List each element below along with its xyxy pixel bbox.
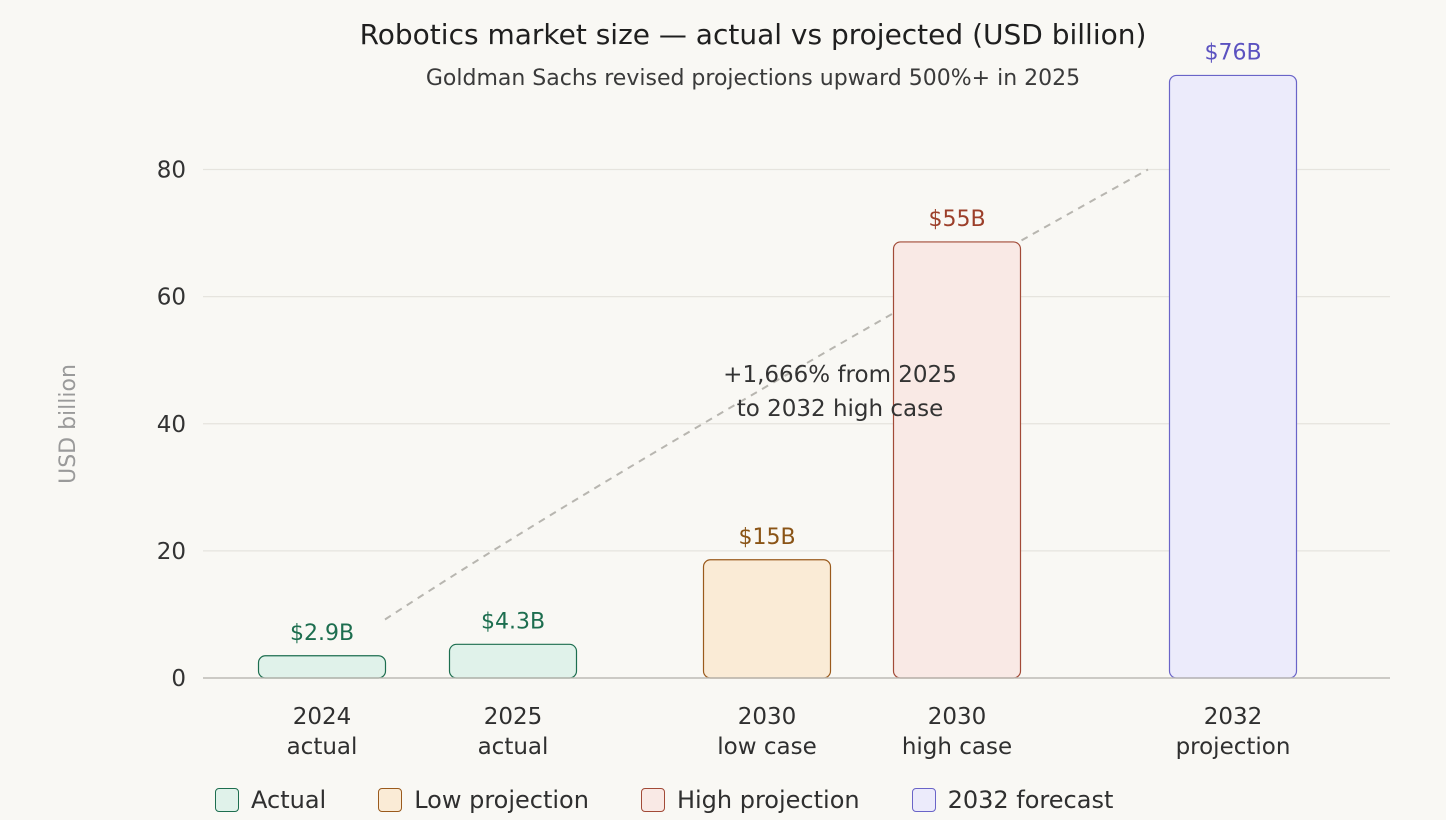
x-category-year: 2025 — [484, 704, 543, 730]
x-category-year: 2030 — [738, 704, 797, 730]
bar-2025-actual — [448, 643, 578, 679]
legend-item-low: Low projection — [378, 786, 589, 814]
trend-line — [384, 168, 1149, 621]
legend-label: Low projection — [414, 786, 589, 814]
value-label: $4.3B — [481, 609, 545, 634]
legend-item-actual: Actual — [215, 786, 326, 814]
x-category-kind: projection — [1176, 734, 1291, 760]
legend-item-high: High projection — [640, 786, 860, 814]
x-category-kind: actual — [287, 734, 358, 760]
y-axis-label: USD billion — [56, 364, 81, 484]
y-tick-label: 0 — [171, 666, 186, 692]
annotation-line-1: +1,666% from 2025 — [723, 362, 957, 388]
legend-swatch — [640, 788, 665, 812]
x-category-year: 2032 — [1204, 704, 1263, 730]
x-category-year: 2030 — [928, 704, 987, 730]
y-tick-label: 60 — [157, 285, 186, 311]
bar-2030-high-case — [892, 241, 1022, 679]
legend-label: High projection — [676, 786, 860, 814]
y-axis-ticks: 0 20 40 60 80 — [157, 158, 186, 693]
value-label: $55B — [928, 207, 985, 232]
x-category-kind: actual — [478, 734, 549, 760]
chart-subtitle: Goldman Sachs revised projections upward… — [426, 66, 1080, 91]
legend-label: Actual — [251, 786, 327, 814]
y-tick-label: 20 — [157, 539, 186, 565]
value-labels: $2.9B $4.3B $15B $55B $76B — [290, 40, 1262, 645]
bar-2024-actual — [257, 655, 387, 679]
value-label: $15B — [738, 525, 795, 550]
x-category-kind: high case — [902, 734, 1012, 760]
legend-swatch — [215, 788, 239, 812]
bars — [257, 74, 1298, 679]
value-label: $2.9B — [290, 621, 354, 646]
bar-2032-projection — [1168, 74, 1298, 679]
legend-item-forecast: 2032 forecast — [911, 786, 1114, 814]
bar-2030-low-case — [702, 559, 832, 679]
y-tick-label: 40 — [157, 412, 186, 438]
legend-label: 2032 forecast — [947, 786, 1114, 814]
x-category-year: 2024 — [293, 704, 352, 730]
legend-swatch — [378, 788, 403, 812]
chart-title: Robotics market size — actual vs project… — [360, 18, 1147, 51]
x-axis-categories: 2024 actual 2025 actual 2030 low case 2030 high… — [287, 704, 1291, 760]
legend: Actual Low projection High projection 2032 … — [215, 786, 1113, 814]
value-label: $76B — [1204, 40, 1261, 65]
annotation-line-2: to 2032 high case — [737, 396, 944, 422]
legend-swatch — [911, 788, 936, 812]
y-tick-label: 80 — [157, 158, 186, 184]
x-category-kind: low case — [717, 734, 816, 760]
